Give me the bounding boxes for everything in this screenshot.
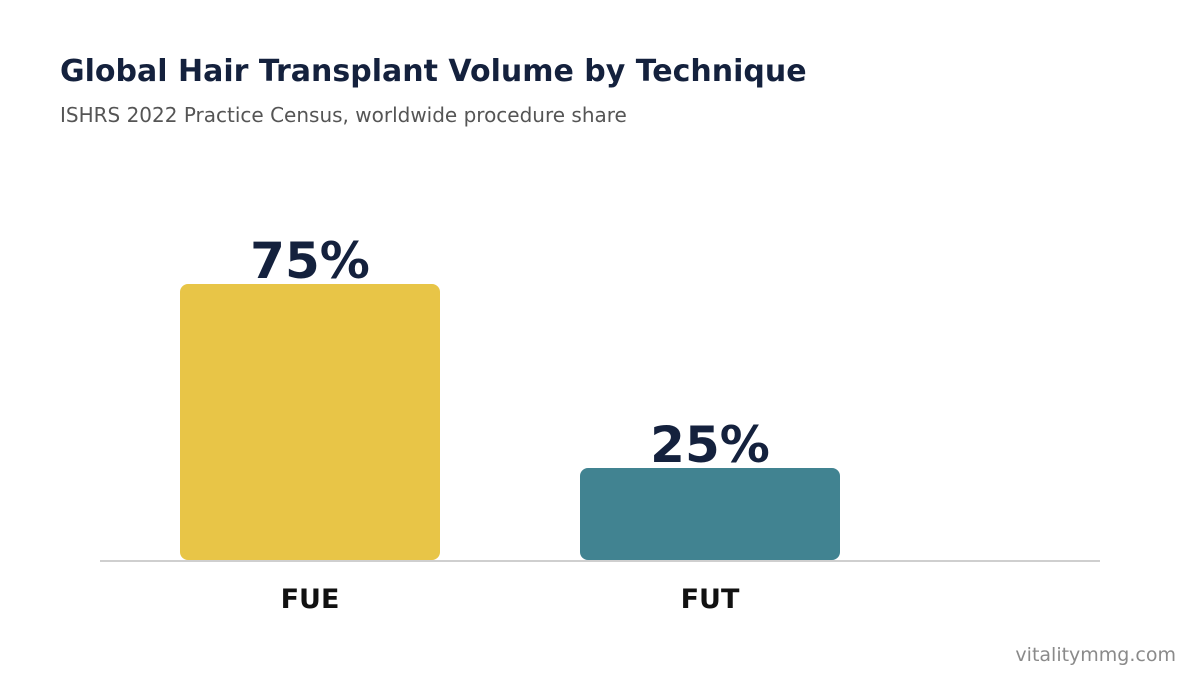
labels-group: 75% FUE 25% FUT: [250, 232, 770, 615]
watermark: vitalitymmg.com: [1015, 644, 1176, 666]
data-label-fut: 25%: [650, 416, 770, 474]
category-label-fue: FUE: [281, 584, 340, 615]
bar-fue: [180, 284, 440, 560]
chart-subtitle: ISHRS 2022 Practice Census, worldwide pr…: [60, 103, 627, 127]
bars-group: [180, 284, 840, 560]
data-label-fue: 75%: [250, 232, 370, 290]
chart-title: Global Hair Transplant Volume by Techniq…: [60, 54, 807, 89]
category-label-fut: FUT: [681, 584, 740, 615]
bar-fut: [580, 468, 840, 560]
